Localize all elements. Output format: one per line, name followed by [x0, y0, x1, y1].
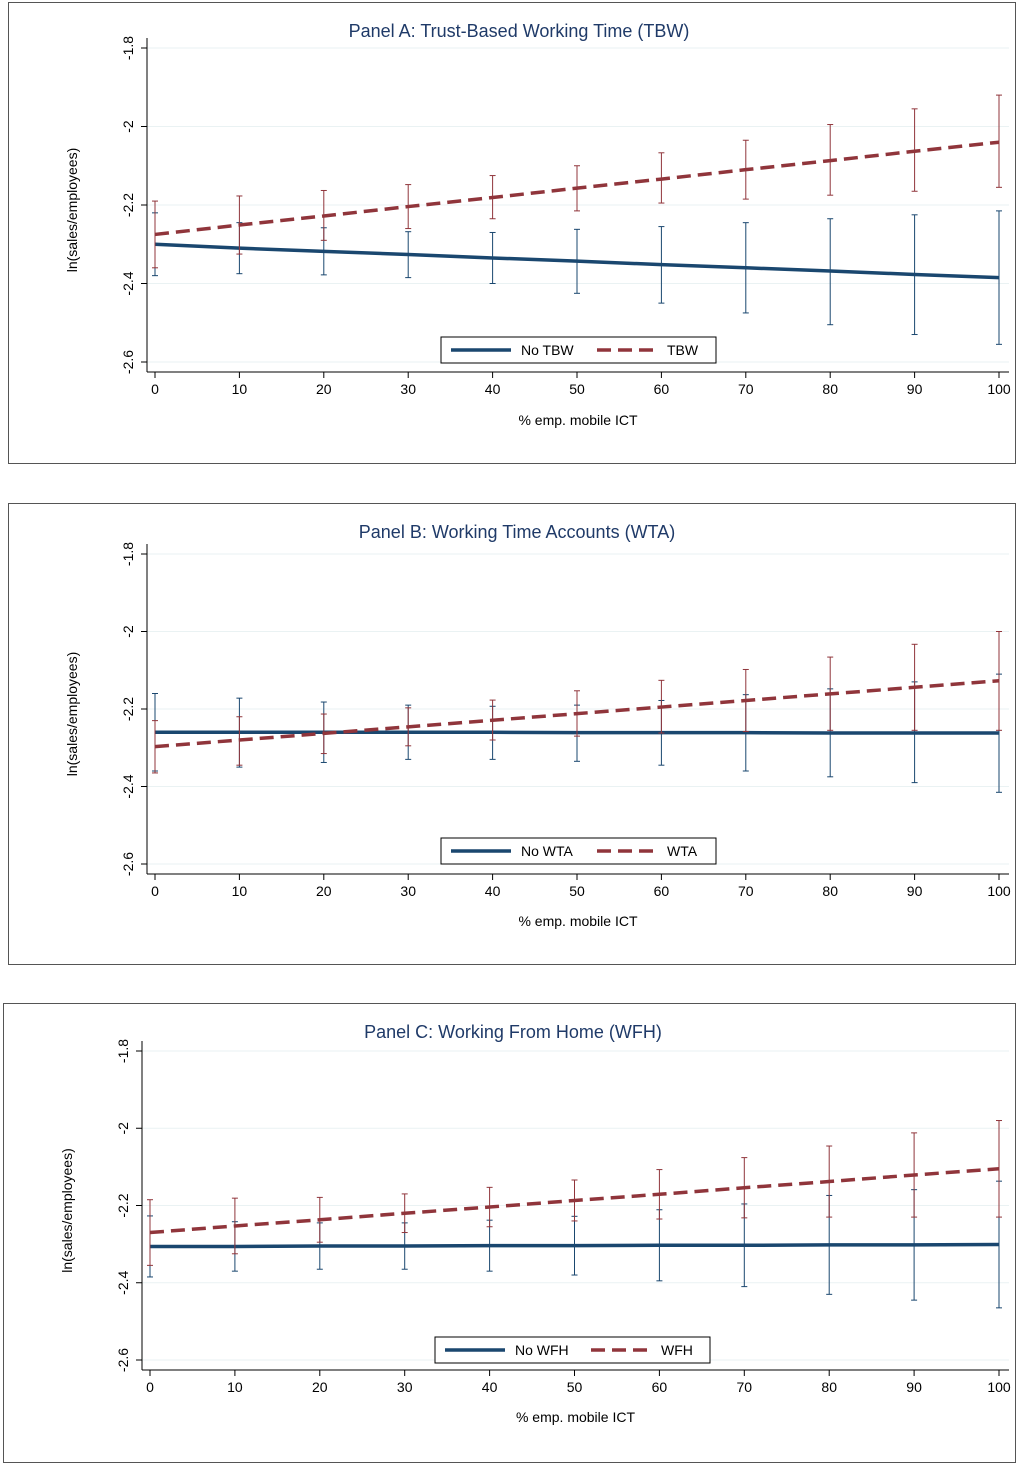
x-tick-label: 0 — [146, 1379, 154, 1395]
legend-label-tbw: TBW — [667, 342, 699, 358]
x-tick-label: 30 — [400, 381, 416, 397]
x-tick-label: 10 — [227, 1379, 243, 1395]
y-tick-label: -2.2 — [115, 1193, 131, 1217]
series-line-no-wfh — [150, 1242, 1000, 1249]
y-tick-label: -1.8 — [120, 542, 136, 566]
y-tick-label: -2 — [120, 625, 136, 638]
x-tick-label: 60 — [654, 883, 670, 899]
chart-title: Panel A: Trust-Based Working Time (TBW) — [349, 21, 690, 41]
legend-label-wta: WTA — [667, 843, 698, 859]
chart-title: Panel C: Working From Home (WFH) — [364, 1022, 662, 1042]
y-tick-label: -2.4 — [120, 774, 136, 798]
legend-label-no-wfh: No WFH — [515, 1342, 569, 1358]
series-line-tbw — [154, 140, 1000, 237]
y-tick-label: -1.8 — [115, 1039, 131, 1063]
y-axis-label: ln(sales/employees) — [59, 1148, 75, 1273]
chart-panel-b: Panel B: Working Time Accounts (WTA) -2.6… — [8, 503, 1016, 965]
x-tick-label: 60 — [654, 381, 670, 397]
x-tick-label: 50 — [567, 1379, 583, 1395]
x-tick-label: 30 — [397, 1379, 413, 1395]
x-tick-label: 90 — [907, 381, 923, 397]
error-bar-tbw — [996, 94, 1002, 188]
y-tick-label: -2.2 — [120, 193, 136, 217]
y-tick-label: -2.6 — [120, 852, 136, 876]
x-tick-label: 100 — [987, 1379, 1011, 1395]
chart-panel-c: Panel C: Working From Home (WFH) -2.6 -2.4… — [3, 1003, 1016, 1463]
x-tick-label: 80 — [822, 883, 838, 899]
x-tick-label: 70 — [738, 883, 754, 899]
y-tick-label: -1.8 — [120, 36, 136, 60]
y-tick-label: -2.4 — [115, 1270, 131, 1294]
x-tick-label: 40 — [482, 1379, 498, 1395]
x-tick-label: 30 — [400, 883, 416, 899]
legend-label-wfh: WFH — [661, 1342, 693, 1358]
x-tick-label: 20 — [316, 381, 332, 397]
x-tick-label: 0 — [151, 883, 159, 899]
x-axis-label: % emp. mobile ICT — [518, 913, 637, 929]
x-tick-label: 70 — [737, 1379, 753, 1395]
x-tick-label: 40 — [485, 381, 501, 397]
legend-label-no-wta: No WTA — [521, 843, 574, 859]
y-axis-label: ln(sales/employees) — [64, 148, 80, 273]
legend: No WFH WFH — [434, 1336, 711, 1364]
x-tick-label: 20 — [316, 883, 332, 899]
x-axis-label: % emp. mobile ICT — [518, 412, 637, 428]
x-tick-label: 50 — [569, 381, 585, 397]
series-line-wfh — [149, 1167, 1000, 1235]
chart-svg: Panel A: Trust-Based Working Time (TBW) -… — [64, 21, 1011, 428]
chart-title: Panel B: Working Time Accounts (WTA) — [359, 522, 675, 542]
y-tick-label: -2.4 — [120, 271, 136, 295]
x-tick-label: 90 — [906, 1379, 922, 1395]
chart-svg: Panel C: Working From Home (WFH) -2.6 -2.4… — [59, 1022, 1011, 1425]
x-tick-label: 90 — [907, 883, 923, 899]
y-tick-label: -2.2 — [120, 697, 136, 721]
x-tick-label: 60 — [652, 1379, 668, 1395]
chart-panel-a: Panel A: Trust-Based Working Time (TBW) -… — [8, 2, 1016, 464]
x-tick-label: 20 — [312, 1379, 328, 1395]
y-tick-label: -2 — [120, 120, 136, 133]
x-tick-label: 50 — [569, 883, 585, 899]
x-tick-label: 70 — [738, 381, 754, 397]
x-tick-label: 40 — [485, 883, 501, 899]
series-line-wta — [154, 678, 1000, 749]
y-tick-label: -2.6 — [120, 350, 136, 374]
y-tick-label: -2.6 — [115, 1348, 131, 1372]
chart-svg: Panel B: Working Time Accounts (WTA) -2.6… — [64, 522, 1011, 929]
x-tick-label: 10 — [232, 381, 248, 397]
series-line-no-tbw — [154, 242, 1000, 280]
legend: No TBW TBW — [440, 336, 717, 364]
y-tick-label: -2 — [115, 1122, 131, 1135]
error-bar-wta — [152, 720, 158, 774]
x-axis-label: % emp. mobile ICT — [516, 1409, 635, 1425]
y-axis-label: ln(sales/employees) — [64, 652, 80, 777]
x-tick-label: 10 — [232, 883, 248, 899]
x-tick-label: 100 — [987, 381, 1011, 397]
x-tick-label: 100 — [987, 883, 1011, 899]
x-tick-label: 80 — [821, 1379, 837, 1395]
x-tick-label: 80 — [822, 381, 838, 397]
legend: No WTA WTA — [440, 837, 717, 865]
x-tick-label: 0 — [151, 381, 159, 397]
legend-label-no-tbw: No TBW — [521, 342, 574, 358]
